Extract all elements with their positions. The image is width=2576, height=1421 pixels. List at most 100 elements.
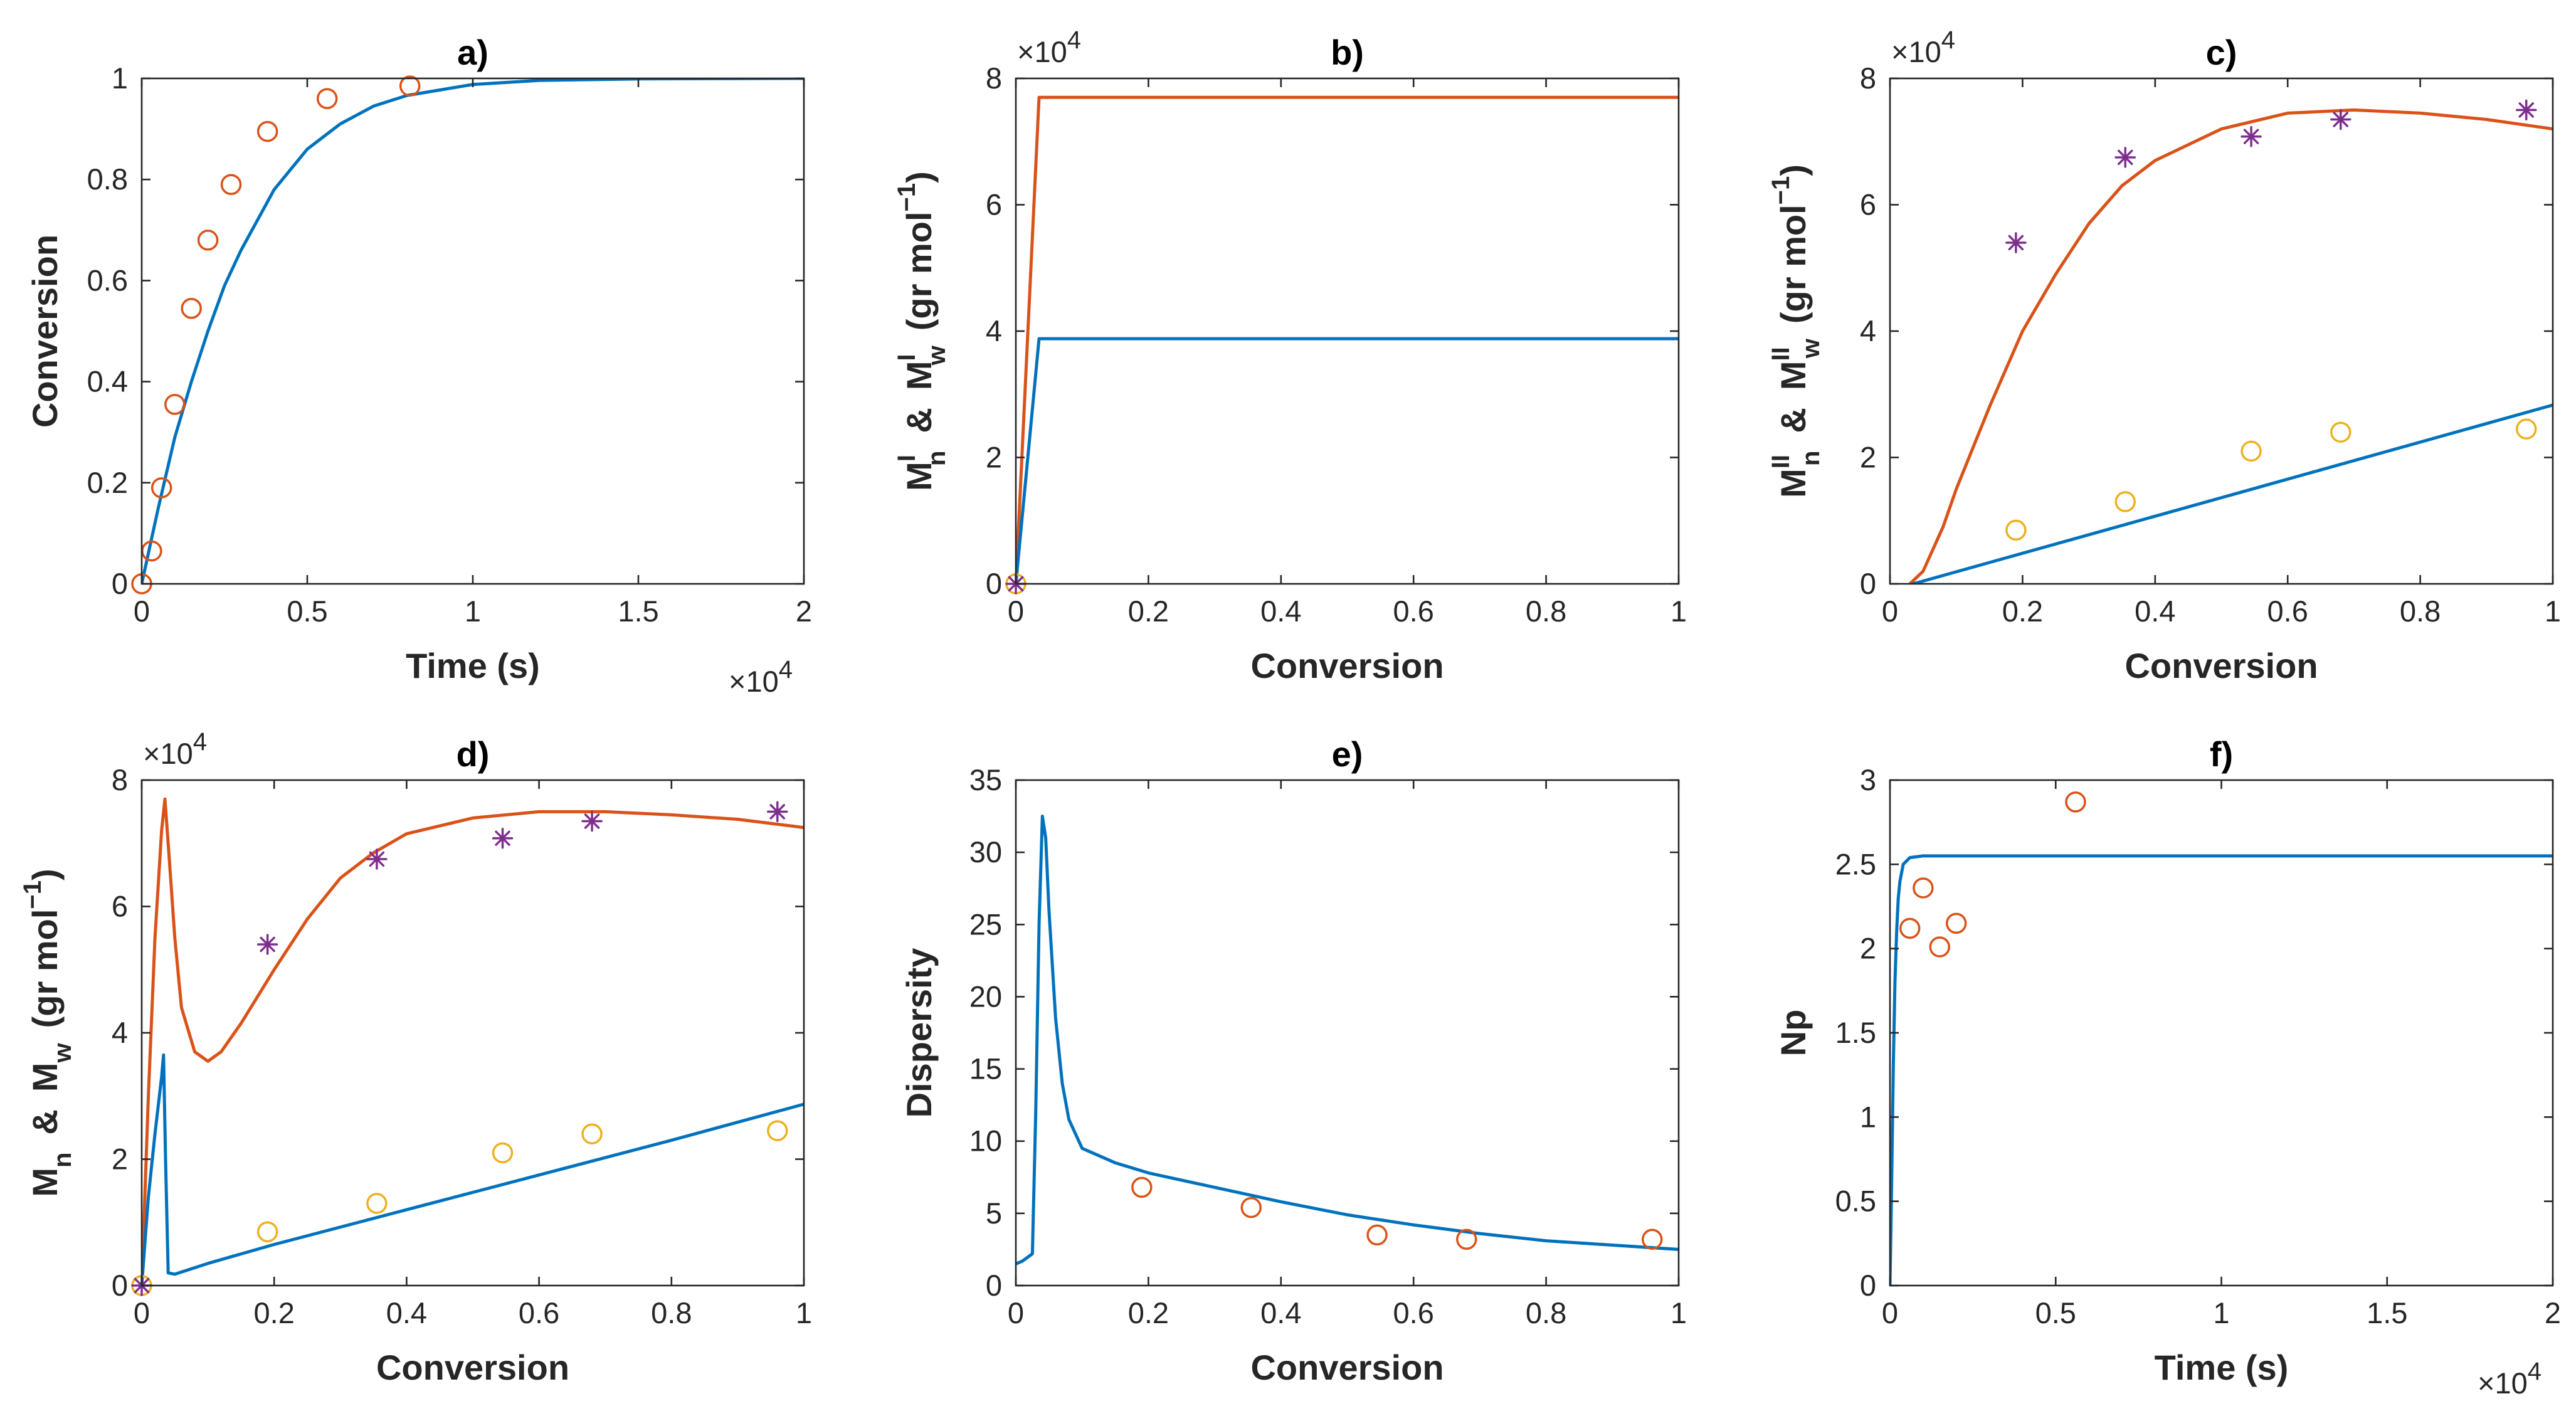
y-tick-label: 2 <box>1860 441 1876 474</box>
y-tick-label: 6 <box>986 188 1002 221</box>
data-point-circle <box>220 174 242 196</box>
ylabel-symbol-mw: M <box>899 361 939 390</box>
ylabel-sub-mn: n <box>923 451 951 466</box>
x-axis-label: Time (s) <box>406 646 540 685</box>
ylabel-ampersand: & <box>899 408 939 433</box>
series-line-mn <box>1911 403 2553 584</box>
data-point-star <box>581 810 603 832</box>
ylabel-close: ) <box>1773 164 1813 176</box>
data-point-star <box>2515 99 2537 121</box>
plot-area <box>1016 780 1679 1286</box>
data-point-circle <box>150 477 172 499</box>
x-tick-label: 0 <box>1882 594 1898 628</box>
x-tick-label: 0.8 <box>1526 1296 1566 1329</box>
y-axis-label: Conversion <box>25 235 65 428</box>
ylabel-symbol-mn: M <box>1773 468 1813 498</box>
data-point-circle <box>492 1142 514 1164</box>
panel-d: 0 0.2 0.4 0.6 0.8 102468d)Conversion×104Mn&Mw… <box>19 728 812 1387</box>
x-tick-label: 0.2 <box>1128 1296 1169 1329</box>
x-tick-label: 0.4 <box>1260 594 1301 628</box>
data-point-star <box>492 827 514 849</box>
data-point-circle <box>1945 912 1967 934</box>
x-tick-label: 1 <box>2213 1296 2229 1329</box>
star-stroke <box>2243 129 2259 144</box>
data-point-star <box>2330 108 2352 130</box>
plot-area <box>1890 78 2553 584</box>
axes-frame <box>1015 779 1680 1287</box>
data-point-circle <box>1899 917 1921 939</box>
x-axis-label: Time (s) <box>2155 1348 2289 1387</box>
series-line-mw <box>142 797 804 1286</box>
plot-area <box>1016 78 1679 584</box>
panel-f: 0 0.5 1 1.5 2 0 0.5 1 1.5 2 2.5 3 f) Time (s) ×104 Np <box>1773 734 2561 1400</box>
x-tick-label: 0.6 <box>1393 594 1434 628</box>
ylabel-unit: (gr mol <box>25 909 65 1028</box>
data-point-circle <box>2241 440 2262 462</box>
series-line-mw <box>1908 108 2553 584</box>
star-stroke <box>584 813 600 829</box>
x-axis-label: Conversion <box>376 1348 569 1387</box>
ylabel-unit: (gr mol <box>899 211 939 330</box>
ylabel-sup-mw: I <box>893 354 921 361</box>
data-point-circle <box>2515 418 2537 440</box>
data-point-star <box>2005 232 2027 253</box>
x-tick-label: 1 <box>1671 1296 1687 1329</box>
y-tick-label: 8 <box>1860 61 1876 95</box>
y-axis-label: MI n&MI w(gr mol−1) <box>893 171 951 491</box>
y-tick-label: 8 <box>112 763 128 796</box>
data-point-circle <box>581 1123 603 1144</box>
chart-title: f) <box>2210 734 2233 774</box>
data-point-circle <box>1131 1176 1153 1198</box>
y-tick-label: 3 <box>1860 763 1876 796</box>
y-tick-label: 6 <box>1860 188 1876 221</box>
y-exponent: ×104 <box>143 728 207 770</box>
x-tick-label: 0 <box>1008 1296 1024 1329</box>
star-stroke <box>495 830 510 846</box>
y-tick-label: 0 <box>986 1269 1002 1302</box>
data-point-circle <box>197 230 219 251</box>
x-tick-label: 0.6 <box>2267 594 2308 628</box>
y-tick-label: 0.8 <box>87 162 128 196</box>
y-tick-label: 0 <box>112 567 128 600</box>
y-tick-label: 1 <box>1860 1100 1876 1133</box>
y-tick-label: 2 <box>112 1143 128 1176</box>
y-tick-label: 2.5 <box>1835 847 1876 880</box>
x-axis-label: Conversion <box>1250 646 1444 685</box>
x-tick-label: 0.2 <box>254 1296 295 1329</box>
ylabel-sup-mw: II <box>1767 347 1795 361</box>
series-line-mn <box>1016 337 1679 584</box>
y-tick-label: 0.5 <box>1835 1185 1876 1218</box>
x-tick-label: 0 <box>1882 1296 1898 1329</box>
data-point-star <box>2241 125 2262 147</box>
x-tick-label: 1.5 <box>618 594 658 628</box>
ylabel-symbol-mn: M <box>25 1168 65 1197</box>
y-tick-label: 4 <box>112 1016 128 1049</box>
x-tick-label: 1 <box>2545 594 2561 628</box>
y-tick-label: 0.4 <box>87 365 128 398</box>
y-tick-label: 0.6 <box>87 263 128 297</box>
star-stroke <box>2117 149 2133 166</box>
star-stroke <box>769 804 786 820</box>
panel-e: 0 0.2 0.4 0.6 0.8 105101520253035e)Conversion… <box>899 734 1687 1387</box>
x-tick-label: 0.6 <box>1393 1296 1434 1329</box>
x-axis-label: Conversion <box>1250 1348 1444 1387</box>
y-tick-label: 2 <box>1860 932 1876 965</box>
y-exponent: ×104 <box>1891 26 1955 68</box>
x-tick-label: 2 <box>2545 1296 2561 1329</box>
exponent-base: ×10 <box>1891 35 1941 68</box>
exponent-power: 4 <box>1067 26 1081 54</box>
ylabel-ampersand: & <box>25 1109 65 1134</box>
chart-title: b) <box>1331 33 1364 72</box>
x-tick-label: 0.2 <box>2002 594 2043 628</box>
data-point-circle <box>1913 877 1934 899</box>
data-point-circle <box>1641 1228 1663 1250</box>
x-tick-label: 1 <box>796 1296 812 1329</box>
ylabel-sub-mw: w <box>923 345 951 366</box>
series-layer <box>1016 95 1679 584</box>
data-point-circle <box>2114 491 2136 512</box>
y-tick-label: 15 <box>969 1052 1002 1086</box>
chart-title: c) <box>2206 33 2237 72</box>
x-tick-label: 0.8 <box>1526 594 1566 628</box>
data-point-circle <box>767 1120 788 1141</box>
